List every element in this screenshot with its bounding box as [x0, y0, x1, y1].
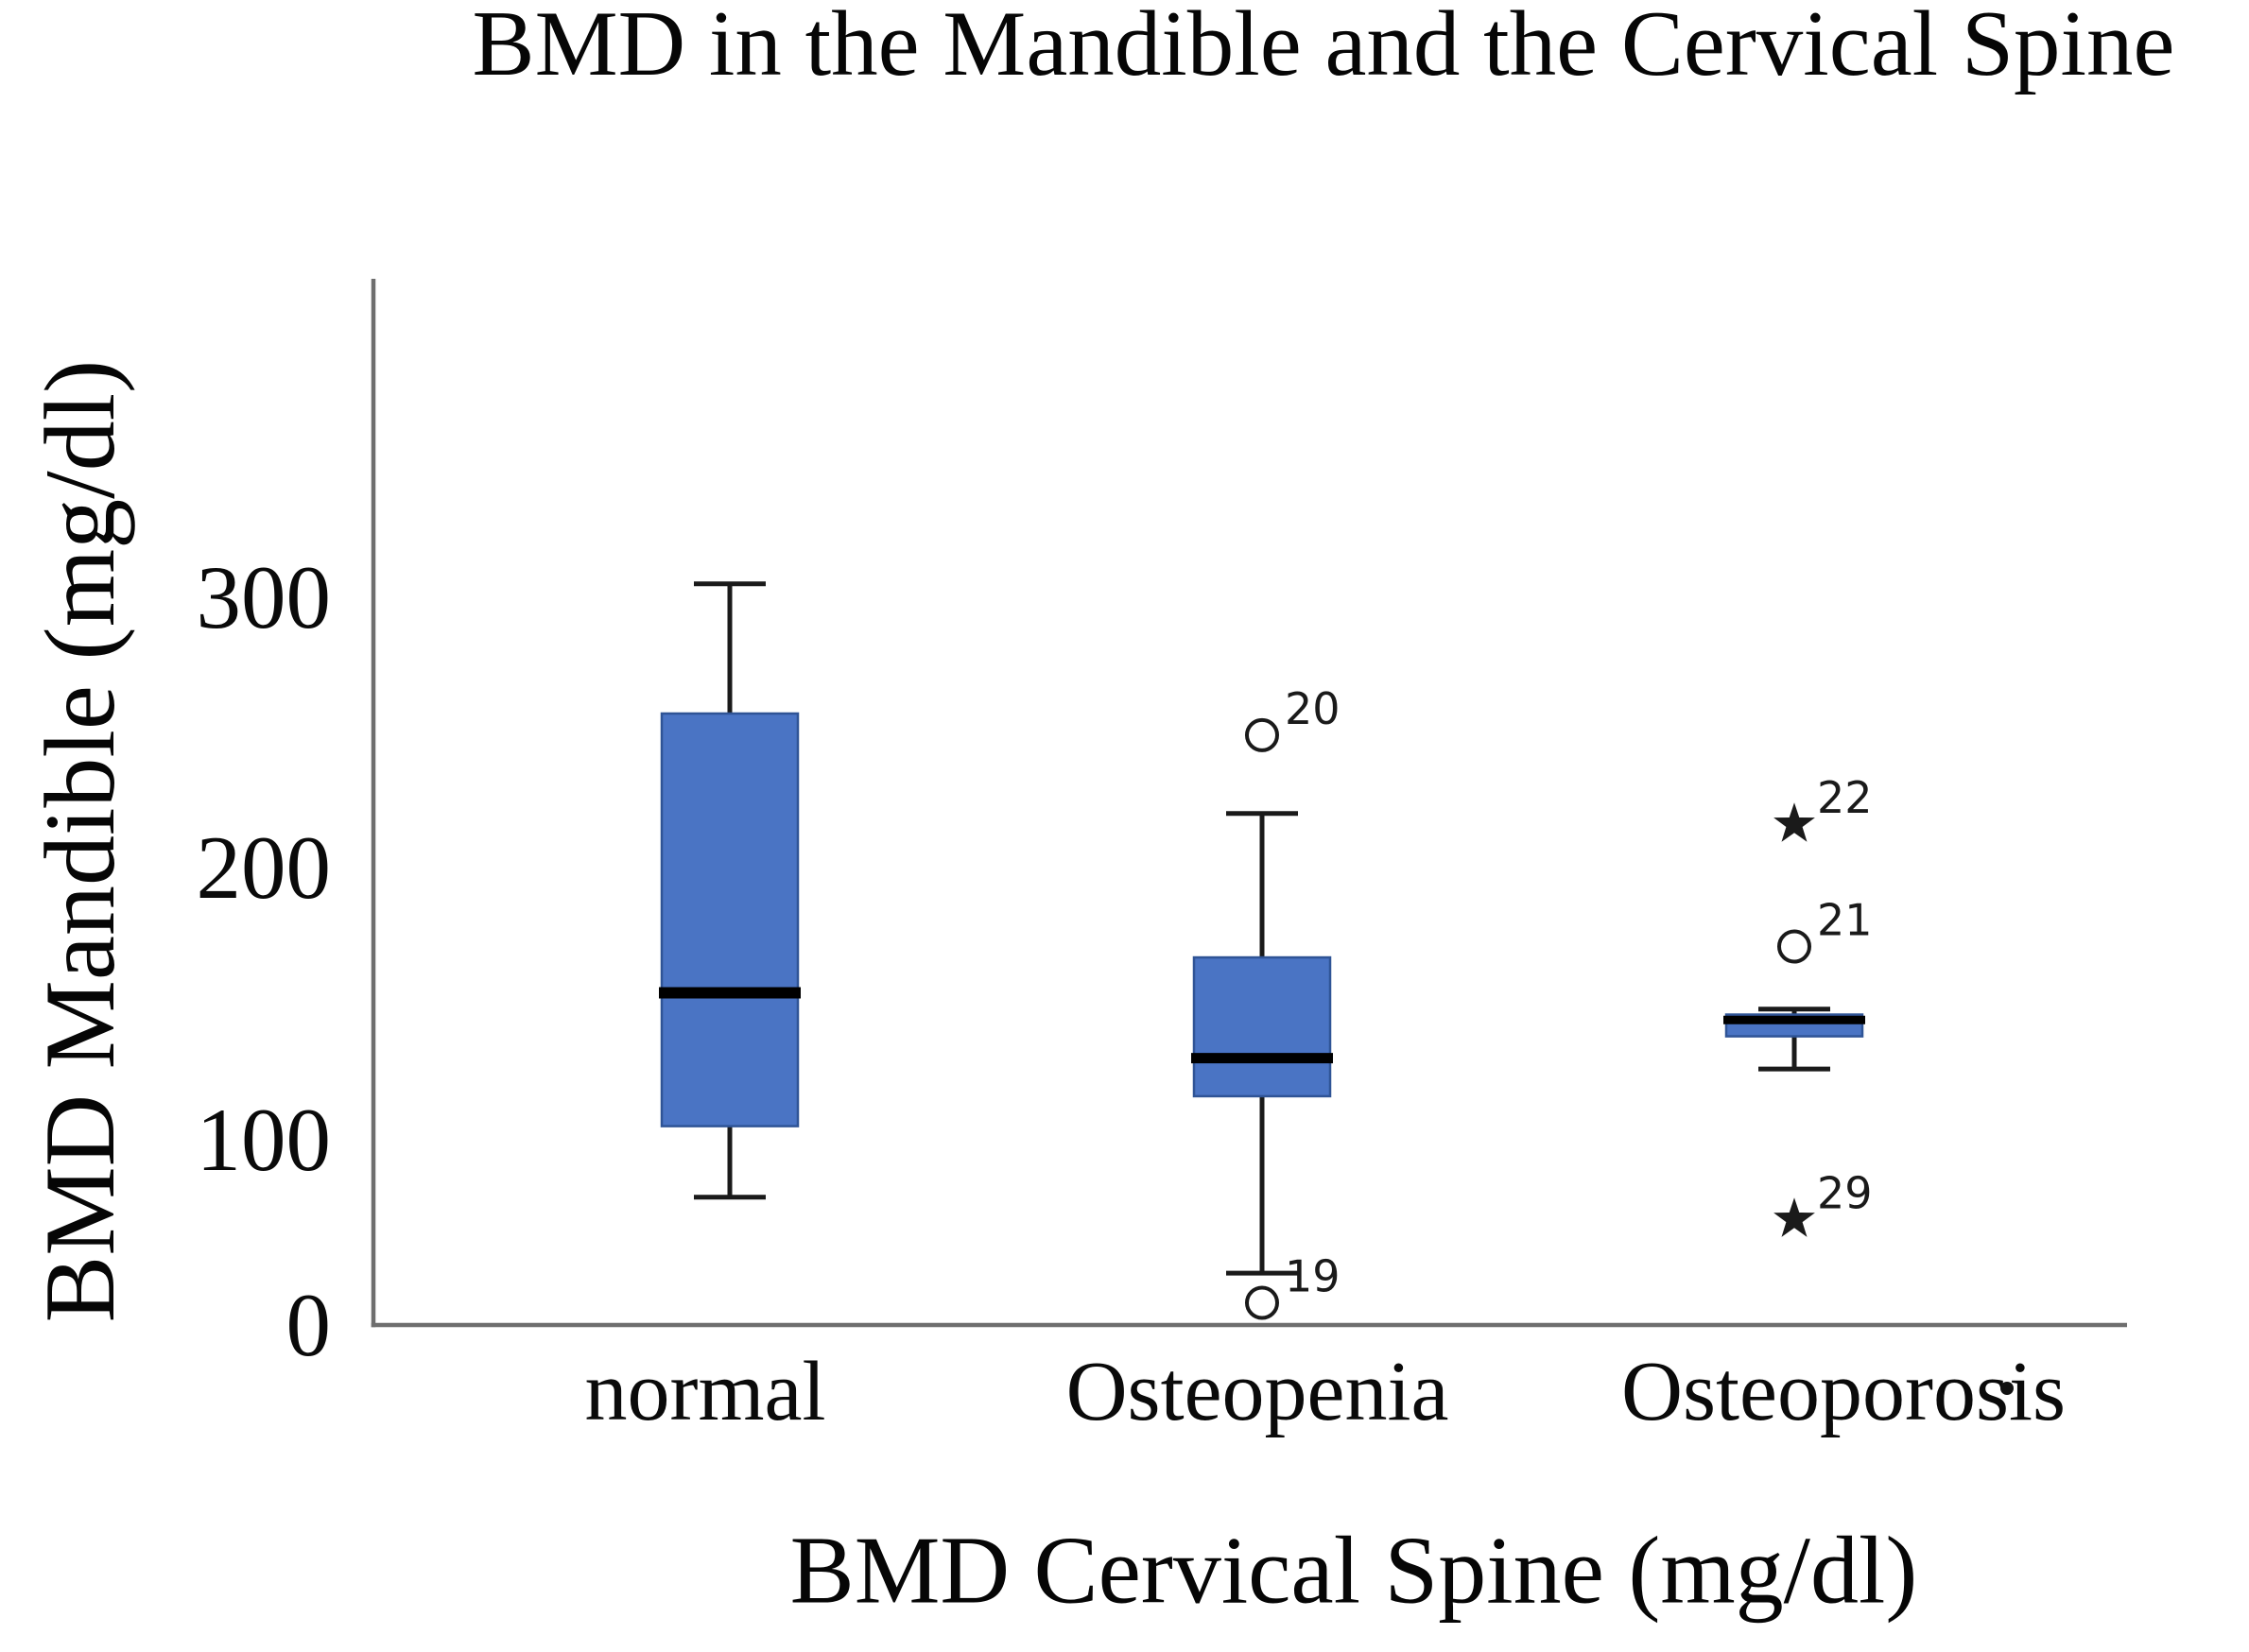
y-tick-label-300: 300: [197, 547, 332, 647]
outlier-case-label: 20: [1285, 683, 1341, 734]
y-tick-label-100: 100: [197, 1090, 332, 1190]
box-normal: [660, 712, 800, 1127]
stray-speck: [2000, 1382, 2014, 1395]
outlier-star-marker: [1773, 1197, 1815, 1237]
outlier-case-label: 21: [1817, 895, 1873, 946]
x-category-label-Osteoporosis: Osteoporosis: [1621, 1345, 2066, 1438]
outlier-circle-marker: [1777, 929, 1811, 964]
y-tick-label-0: 0: [286, 1275, 332, 1375]
outlier-circle-marker: [1245, 1285, 1279, 1320]
chart-title: BMD in the Mandible and the Cervical Spi…: [472, 0, 2175, 95]
outlier-star-marker: [1773, 802, 1815, 842]
x-category-label-normal: normal: [585, 1345, 826, 1438]
x-category-label-Osteopenia: Osteopenia: [1066, 1345, 1449, 1438]
x-axis-title: BMD Cervical Spine (mg/dl): [789, 1517, 1918, 1625]
outlier-case-label: 19: [1285, 1250, 1341, 1301]
box-Osteopenia: [1192, 955, 1332, 1098]
outlier-case-label: 29: [1817, 1167, 1873, 1218]
outlier-circle-marker: [1245, 717, 1279, 752]
outlier-case-label: 22: [1817, 772, 1873, 823]
y-tick-label-200: 200: [197, 817, 332, 918]
